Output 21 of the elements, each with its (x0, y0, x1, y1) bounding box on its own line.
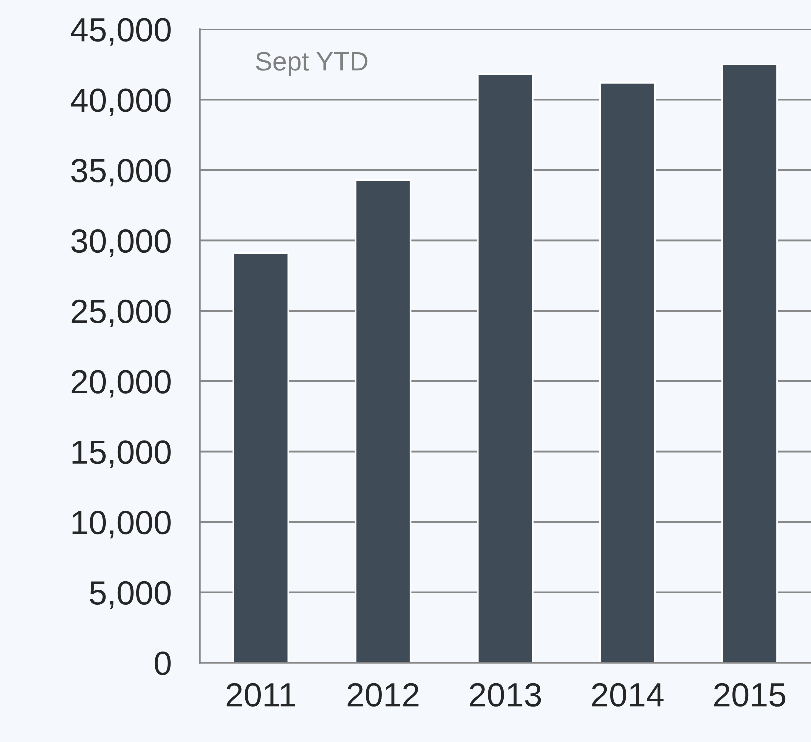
y-tick-label: 45,000 (71, 18, 171, 46)
y-tick-label: 35,000 (72, 159, 171, 187)
bar (354, 179, 412, 663)
bar (477, 74, 534, 663)
x-tick-label: 2012 (348, 683, 419, 707)
x-tick-label: 2011 (226, 683, 296, 707)
x-tick-label: 2014 (592, 683, 664, 707)
x-tick-label: 2015 (714, 683, 786, 707)
y-tick-label: 5,000 (90, 581, 171, 609)
y-tick-label: 25,000 (72, 300, 171, 328)
y-tick-label: 15,000 (72, 440, 171, 468)
bar (232, 252, 290, 663)
y-tick-label: 10,000 (72, 511, 171, 539)
y-tick-label: 20,000 (72, 370, 171, 398)
y-tick-label: 40,000 (71, 88, 171, 116)
annotation: Sept YTD (256, 52, 368, 76)
y-tick-label: 0 (154, 652, 171, 676)
y-tick-label: 30,000 (72, 229, 171, 258)
bar (599, 82, 656, 663)
bar (722, 64, 778, 663)
x-tick-label: 2013 (470, 683, 542, 707)
